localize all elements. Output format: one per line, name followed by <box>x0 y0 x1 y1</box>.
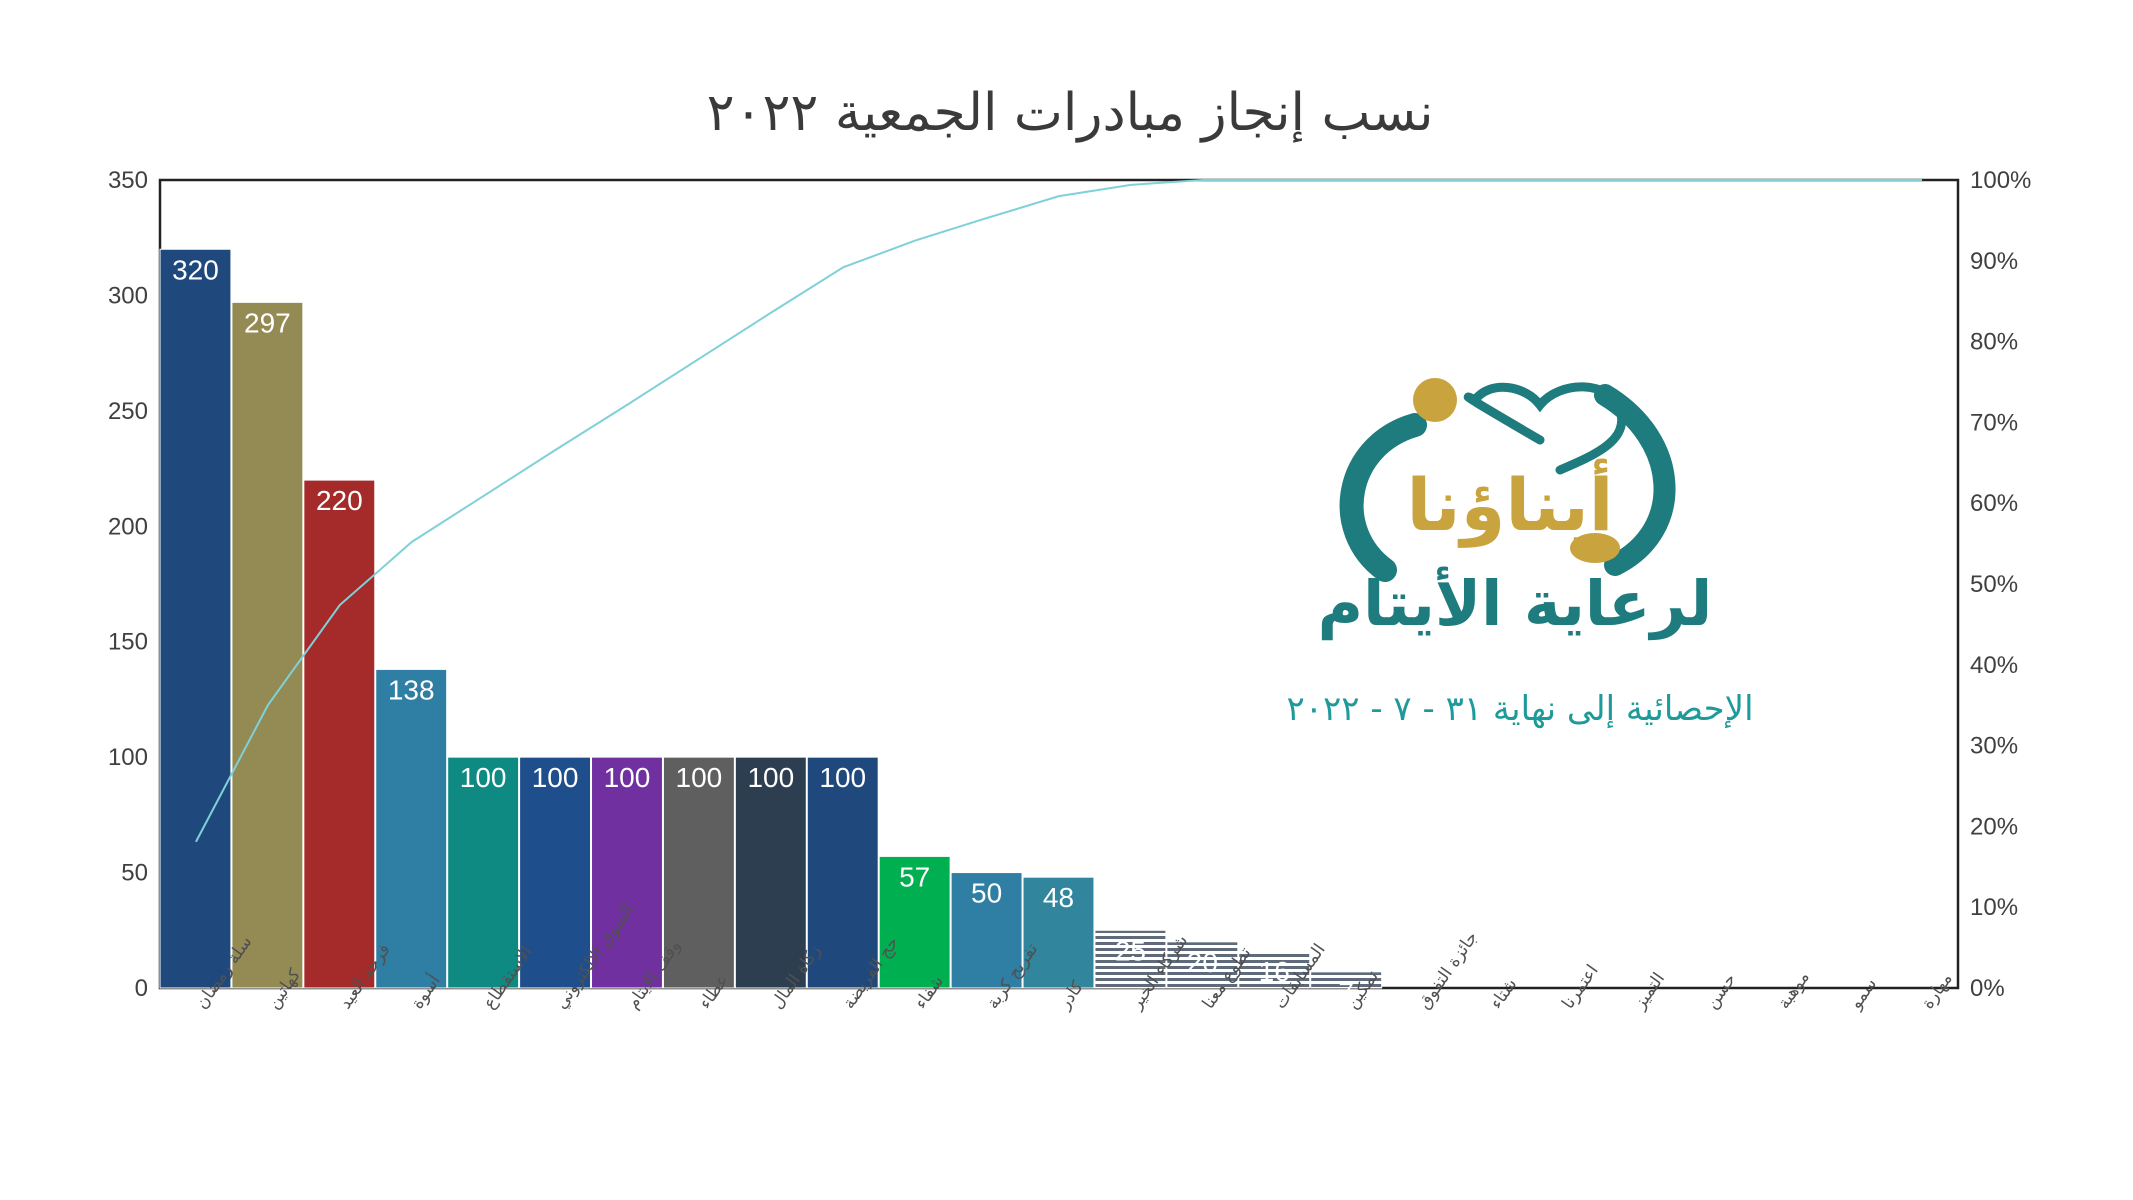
bar <box>375 668 448 989</box>
y2-tick-label: 100% <box>1970 167 2031 194</box>
logo-right-arc <box>1594 384 1676 576</box>
category-label: سمو <box>1845 974 1881 1013</box>
bar <box>1238 950 1311 989</box>
data-label: 16 <box>1259 956 1290 987</box>
data-label: 20 <box>1187 947 1218 978</box>
bar <box>519 756 592 989</box>
y-tick-label: 200 <box>108 513 148 540</box>
data-label: 100 <box>532 762 579 793</box>
y2-tick-label: 0% <box>1970 975 2005 1002</box>
bar <box>591 756 663 989</box>
bar <box>1166 941 1239 989</box>
y2-tick-label: 40% <box>1970 652 2018 679</box>
data-label: 7 <box>1338 977 1354 1008</box>
category-label: مهارة <box>1918 969 1957 1013</box>
data-label: 320 <box>172 254 219 285</box>
data-label: 25 <box>1115 935 1146 966</box>
data-label: 100 <box>676 762 723 793</box>
y2-tick-label: 10% <box>1970 894 2018 921</box>
category-label: جائزة التفوق <box>1414 928 1482 1013</box>
data-label: 297 <box>244 307 291 338</box>
bar <box>231 301 304 989</box>
y2-tick-label: 30% <box>1970 733 2018 760</box>
data-label: 100 <box>819 762 866 793</box>
statistic-note: الإحصائية إلى نهاية ٣١ - ٧ - ٢٠٢٢ <box>1286 689 1753 729</box>
bar <box>878 855 951 989</box>
y2-tick-label: 20% <box>1970 813 2018 840</box>
category-label: شتاء <box>1486 975 1521 1013</box>
data-label: 48 <box>1043 882 1074 913</box>
data-label: 57 <box>899 861 930 892</box>
data-label: 100 <box>460 762 507 793</box>
logo-top-dot <box>1413 378 1457 422</box>
bar <box>806 756 879 989</box>
cumulative-line <box>195 179 1923 843</box>
logo-left-arc <box>1339 413 1427 582</box>
y-tick-label: 250 <box>108 398 148 425</box>
organization-logo: أبناؤنا لرعاية الأيتام الإحصائية إلى نها… <box>1286 378 1754 729</box>
logo-name: أبناؤنا <box>1407 458 1614 548</box>
data-labels: 320 297 220 138 100 100 100 100 100 100 57 50 48 25 20… <box>172 254 1354 1008</box>
category-label: التميز <box>1629 969 1669 1014</box>
data-label: 50 <box>971 878 1002 909</box>
y-axis-ticks: 0 50 100 150 200 250 300 350 <box>108 167 148 1002</box>
y-tick-label: 50 <box>121 860 148 887</box>
category-label: موهبة <box>1774 968 1814 1013</box>
y2-tick-label: 90% <box>1970 248 2018 275</box>
y-tick-label: 150 <box>108 629 148 656</box>
bar <box>303 479 376 989</box>
bar <box>1094 929 1167 989</box>
chart-title: نسب إنجاز مبادرات الجمعية ٢٠٢٢ <box>707 83 1434 143</box>
logo-subtitle: لرعاية الأيتام <box>1318 566 1713 641</box>
logo-heart-icon <box>1463 382 1627 475</box>
y2-tick-label: 80% <box>1970 329 2018 356</box>
data-label: 220 <box>316 485 363 516</box>
y2-tick-label: 60% <box>1970 490 2018 517</box>
data-label: 100 <box>747 762 794 793</box>
logo-bottom-dot <box>1570 533 1620 563</box>
y2-tick-label: 70% <box>1970 409 2018 436</box>
bars <box>159 248 1383 989</box>
bar <box>1022 876 1095 989</box>
data-label: 100 <box>604 762 651 793</box>
bar <box>1310 971 1383 989</box>
bar <box>950 872 1023 989</box>
y-tick-label: 100 <box>108 744 148 771</box>
bar <box>734 756 807 989</box>
y-tick-label: 350 <box>108 167 148 194</box>
y2-axis-ticks: 0% 10% 20% 30% 40% 50% 60% 70% 80% 90% 100% <box>1970 167 2031 1002</box>
y2-tick-label: 50% <box>1970 571 2018 598</box>
bar <box>662 756 735 989</box>
data-label: 138 <box>388 674 435 705</box>
y-tick-label: 300 <box>108 282 148 309</box>
y-tick-label: 0 <box>135 975 148 1002</box>
bar <box>447 756 520 989</box>
bar <box>159 248 232 989</box>
category-label: حسن <box>1702 970 1741 1013</box>
